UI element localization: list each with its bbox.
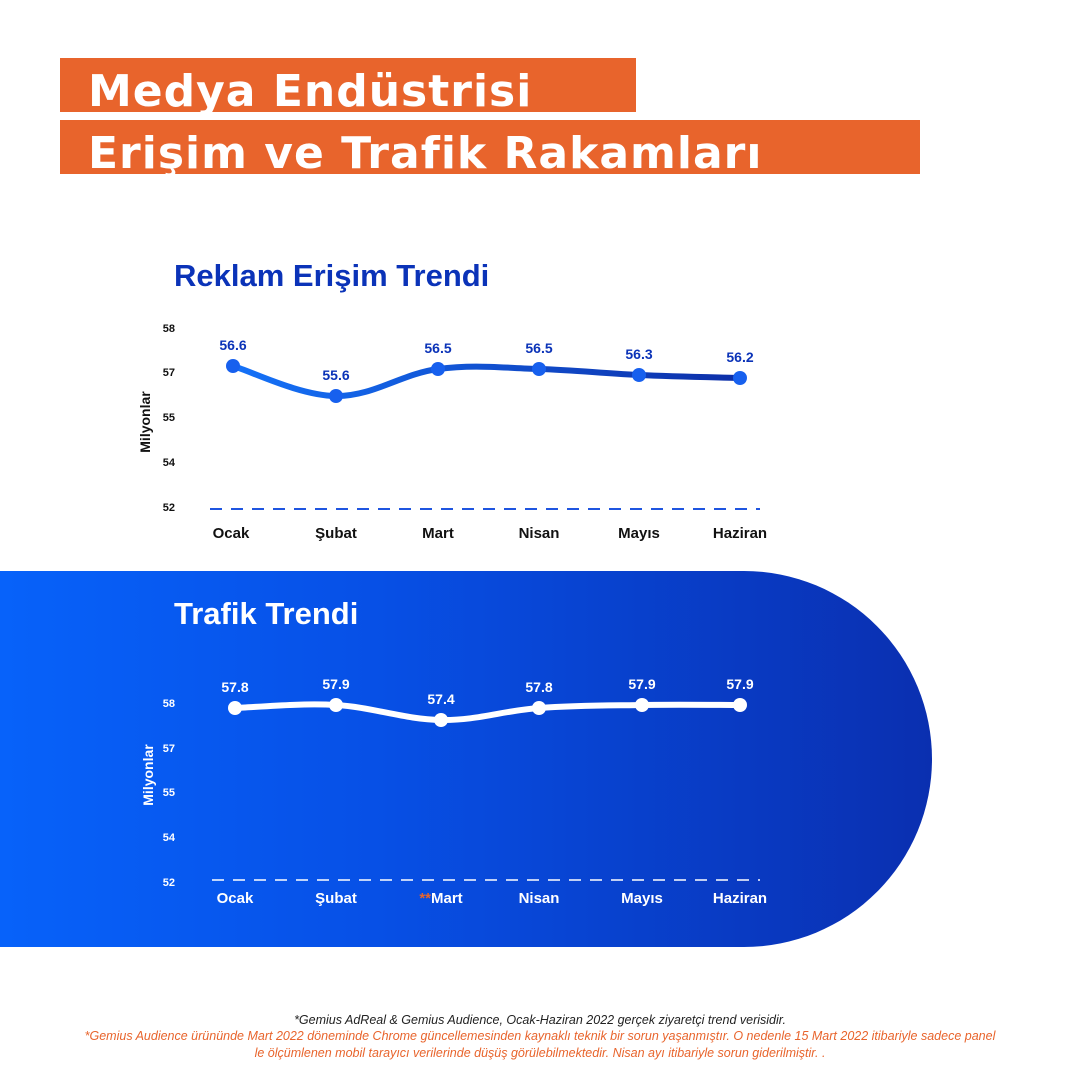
reach-chart-ytick: 57 [163,367,175,379]
reach-chart-xtick: Mayıs [618,525,660,542]
traffic-chart-xtick: Haziran [713,890,767,907]
reach-chart-ytick: 58 [163,323,175,335]
traffic-chart-xtick-asterisk: ** [419,890,431,907]
traffic-chart-point [228,701,242,715]
traffic-chart-xtick: Şubat [315,890,357,907]
traffic-chart-xtick: **Mart [419,890,462,907]
traffic-chart-ytick: 52 [163,877,175,889]
reach-chart-data-label: 56.3 [625,346,652,362]
traffic-chart-point [329,698,343,712]
traffic-chart-xtick: Nisan [519,890,560,907]
traffic-chart-data-label: 57.8 [221,679,248,695]
reach-chart-data-label: 56.6 [219,337,246,353]
reach-chart-point [226,359,240,373]
reach-chart-point [632,368,646,382]
traffic-chart-data-label: 57.9 [726,676,753,692]
traffic-chart-data-label: 57.4 [427,691,454,707]
traffic-panel-background [0,571,932,947]
header-title-line1: Medya Endüstrisi [60,58,636,114]
reach-chart-ytick: 55 [163,412,175,424]
traffic-chart-series-line [232,701,743,724]
footnote-note: *Gemius Audience ürününde Mart 2022 döne… [40,1028,1040,1062]
traffic-chart-data-label: 57.9 [322,676,349,692]
reach-chart-point [431,362,445,376]
traffic-chart-point [635,698,649,712]
traffic-chart-xtick: Mayıs [621,890,663,907]
reach-chart-xtick: Ocak [213,525,250,542]
header-title-line2: Erişim ve Trafik Rakamları [60,120,920,176]
traffic-chart-point [532,701,546,715]
footnote-note-line2: le ölçümlenen mobil tarayıcı verilerinde… [254,1046,826,1060]
reach-chart-title: Reklam Erişim Trendi [174,258,490,293]
charts-canvas: 58 57 55 54 52 56.6 55.6 56.5 56.5 56.3 56.2 Ocak Şu… [163,323,767,907]
traffic-chart-ytick: 54 [163,832,176,844]
traffic-chart-ytick: 57 [163,743,175,755]
traffic-chart-data-label: 57.9 [628,676,655,692]
reach-chart-xtick: Haziran [713,525,767,542]
reach-chart-point [329,389,343,403]
reach-chart-data-label: 56.5 [424,340,451,356]
traffic-chart-xtick-text: Mart [431,890,463,907]
reach-chart-point [532,362,546,376]
footnote-note-line1: *Gemius Audience ürününde Mart 2022 döne… [84,1029,996,1043]
reach-chart-xtick: Nisan [519,525,560,542]
reach-chart-data-label: 55.6 [322,367,349,383]
traffic-chart-ytick: 58 [163,698,175,710]
reach-chart-data-label: 56.5 [525,340,552,356]
reach-chart-xtick: Şubat [315,525,357,542]
traffic-chart-point [434,713,448,727]
reach-chart-point [733,371,747,385]
traffic-chart-title: Trafik Trendi [174,596,359,631]
reach-chart-ytick: 52 [163,502,175,514]
traffic-chart-xtick: Ocak [217,890,254,907]
reach-chart-data-label: 56.2 [726,349,753,365]
traffic-chart-ytick: 55 [163,787,175,799]
reach-chart-series-line [230,363,743,400]
traffic-chart-point [733,698,747,712]
traffic-chart-data-label: 57.8 [525,679,552,695]
footnote-source: *Gemius AdReal & Gemius Audience, Ocak-H… [294,1013,786,1027]
reach-chart-xtick: Mart [422,525,454,542]
reach-chart-ytick: 54 [163,457,176,469]
